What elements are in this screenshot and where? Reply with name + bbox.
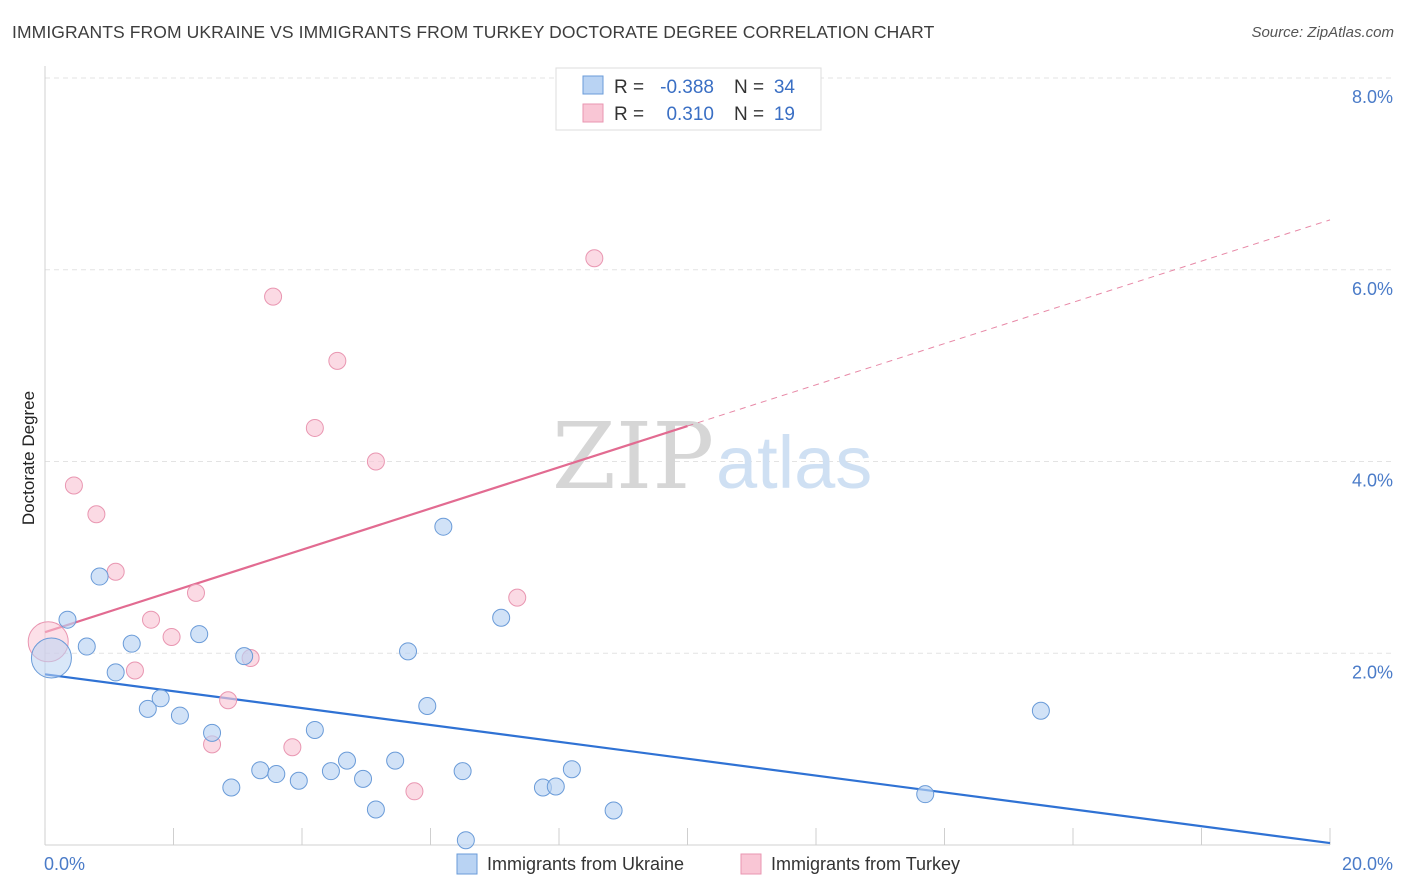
- ukraine-point-26: [456, 831, 475, 850]
- ukraine-point-20: [366, 800, 385, 819]
- turkey-series-label: Immigrants from Turkey: [771, 854, 960, 874]
- ukraine-point-22: [399, 642, 418, 661]
- ukraine-point-32: [916, 785, 935, 804]
- turkey-n-value: 19: [774, 104, 795, 125]
- turkey-legend-swatch: [582, 103, 604, 123]
- x-tick-label-1: 20.0%: [1342, 854, 1393, 874]
- turkey-r-value: 0.310: [666, 104, 714, 125]
- turkey-point-16: [405, 782, 424, 801]
- ukraine-point-15: [289, 771, 308, 790]
- turkey-point-2: [87, 505, 106, 524]
- turkey-point-13: [305, 418, 324, 437]
- ukraine-r-value: -0.388: [660, 77, 714, 98]
- ukraine-point-2: [77, 637, 96, 656]
- ukraine-r-label: R =: [614, 77, 644, 98]
- stats-legend: R = -0.388 N = 34 R = 0.310 N = 19: [555, 67, 822, 131]
- turkey-r-label: R =: [614, 104, 644, 125]
- turkey-point-4: [125, 661, 144, 680]
- y-tick-labels: 2.0% 4.0% 6.0% 8.0%: [1352, 87, 1393, 682]
- turkey-point-18: [585, 249, 604, 268]
- ukraine-point-13: [251, 761, 270, 780]
- ukraine-point-0: [30, 637, 72, 679]
- turkey-point-6: [162, 627, 181, 646]
- ukraine-point-19: [354, 769, 373, 788]
- data-points: [27, 249, 1050, 850]
- ukraine-point-7: [151, 689, 170, 708]
- ukraine-point-6: [138, 699, 157, 718]
- trend-lines: [44, 219, 1331, 845]
- turkey-point-1: [64, 476, 83, 495]
- ukraine-point-23: [418, 696, 437, 715]
- turkey-point-17: [508, 588, 527, 607]
- ukraine-point-8: [170, 706, 189, 725]
- turkey-trend-extension: [687, 219, 1331, 427]
- ukraine-point-14: [267, 765, 286, 784]
- chart-title: IMMIGRANTS FROM UKRAINE VS IMMIGRANTS FR…: [12, 22, 935, 42]
- turkey-series-swatch: [740, 853, 762, 875]
- y-tick-label-2: 6.0%: [1352, 279, 1393, 299]
- ukraine-point-18: [337, 751, 356, 770]
- x-tick-label-0: 0.0%: [44, 854, 85, 874]
- turkey-point-11: [264, 287, 283, 306]
- ukraine-point-9: [190, 625, 209, 644]
- ukraine-point-25: [453, 762, 472, 781]
- ukraine-n-label: N =: [734, 77, 764, 98]
- ukraine-point-24: [434, 517, 453, 536]
- ukraine-series-label: Immigrants from Ukraine: [487, 854, 684, 874]
- turkey-n-label: N =: [734, 104, 764, 125]
- ukraine-series-swatch: [456, 853, 478, 875]
- turkey-point-7: [186, 583, 205, 602]
- ukraine-point-5: [122, 634, 141, 653]
- ukraine-point-10: [203, 723, 222, 742]
- watermark-zip: ZIP: [552, 403, 714, 510]
- ukraine-point-12: [235, 647, 254, 666]
- x-tick-labels: 0.0% 20.0%: [44, 854, 1393, 874]
- source-credit: Source: ZipAtlas.com: [1251, 24, 1394, 41]
- turkey-point-5: [142, 610, 161, 629]
- y-tick-label-1: 4.0%: [1352, 471, 1393, 491]
- turkey-trend-line: [44, 424, 688, 634]
- ukraine-point-27: [492, 608, 511, 627]
- turkey-point-12: [283, 738, 302, 757]
- watermark-atlas: atlas: [716, 421, 872, 504]
- y-tick-label-3: 8.0%: [1352, 87, 1393, 107]
- ukraine-point-31: [604, 801, 623, 820]
- ukraine-legend-swatch: [582, 75, 604, 95]
- ukraine-trend-line: [44, 673, 1331, 845]
- ukraine-point-21: [386, 751, 405, 770]
- turkey-point-3: [106, 562, 125, 581]
- ukraine-n-value: 34: [774, 77, 796, 98]
- turkey-point-14: [328, 351, 347, 370]
- ukraine-point-16: [305, 720, 324, 739]
- ukraine-point-11: [222, 778, 241, 797]
- watermark: ZIP atlas: [552, 403, 872, 510]
- series-legend: Immigrants from Ukraine Immigrants from …: [456, 853, 960, 875]
- ukraine-point-4: [106, 663, 125, 682]
- y-tick-label-0: 2.0%: [1352, 662, 1393, 682]
- ukraine-point-33: [1031, 701, 1050, 720]
- ukraine-point-1: [58, 610, 77, 629]
- ukraine-point-30: [562, 760, 581, 779]
- axes: [44, 66, 1331, 846]
- ukraine-point-29: [546, 777, 565, 796]
- y-axis-title: Doctorate Degree: [19, 391, 38, 525]
- turkey-point-15: [366, 452, 385, 471]
- ukraine-point-3: [90, 567, 109, 586]
- ukraine-point-17: [321, 762, 340, 781]
- turkey-point-9: [219, 691, 238, 710]
